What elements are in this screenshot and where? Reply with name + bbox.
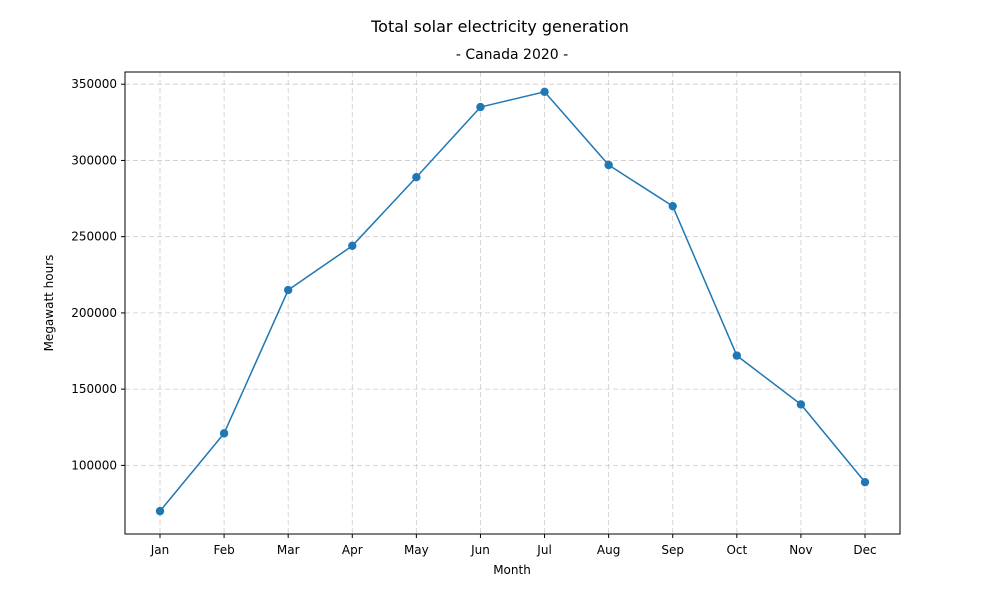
x-tick-label: Mar	[277, 543, 300, 557]
chart-subtitle: - Canada 2020 -	[456, 47, 568, 63]
x-tick-label: May	[404, 543, 429, 557]
data-point	[348, 241, 357, 251]
data-point	[412, 173, 421, 182]
x-tick-label: Feb	[213, 543, 234, 557]
x-axis-label: Month	[493, 563, 531, 577]
series-layer	[155, 87, 870, 516]
y-tick-label: 250000	[71, 230, 117, 244]
x-tick-label: Aug	[597, 543, 620, 557]
x-tick-label: Jul	[536, 543, 551, 557]
data-point	[283, 285, 293, 295]
x-tick-label: Apr	[342, 543, 363, 557]
data-point	[796, 400, 806, 409]
data-point	[860, 477, 870, 487]
data-point	[219, 429, 229, 438]
data-point	[476, 102, 485, 112]
data-point	[732, 351, 742, 360]
axis-layer: Jan Feb Mar Apr May Jun Jul Aug Sep Oct Nov Dec 1000…	[71, 77, 876, 557]
grid-layer	[125, 72, 900, 534]
y-tick-label: 350000	[71, 77, 117, 91]
x-tick-label: Jun	[470, 543, 490, 557]
data-point	[540, 87, 549, 97]
chart-title: Total solar electricity generation	[370, 17, 629, 36]
y-tick-label: 150000	[71, 382, 117, 396]
x-tick-label: Dec	[853, 543, 876, 557]
x-tick-label: Nov	[789, 543, 812, 557]
y-tick-label: 300000	[71, 153, 117, 167]
x-tick-label: Jan	[150, 543, 170, 557]
x-tick-label: Oct	[726, 543, 747, 557]
data-point	[604, 160, 613, 170]
data-point	[155, 506, 165, 516]
data-point	[668, 201, 677, 211]
plot-frame	[124, 71, 901, 535]
y-tick-label: 100000	[71, 458, 117, 472]
y-axis-label: Megawatt hours	[42, 255, 56, 352]
y-tick-label: 200000	[71, 306, 117, 320]
series-line	[159, 91, 866, 512]
x-tick-label: Sep	[661, 543, 684, 557]
